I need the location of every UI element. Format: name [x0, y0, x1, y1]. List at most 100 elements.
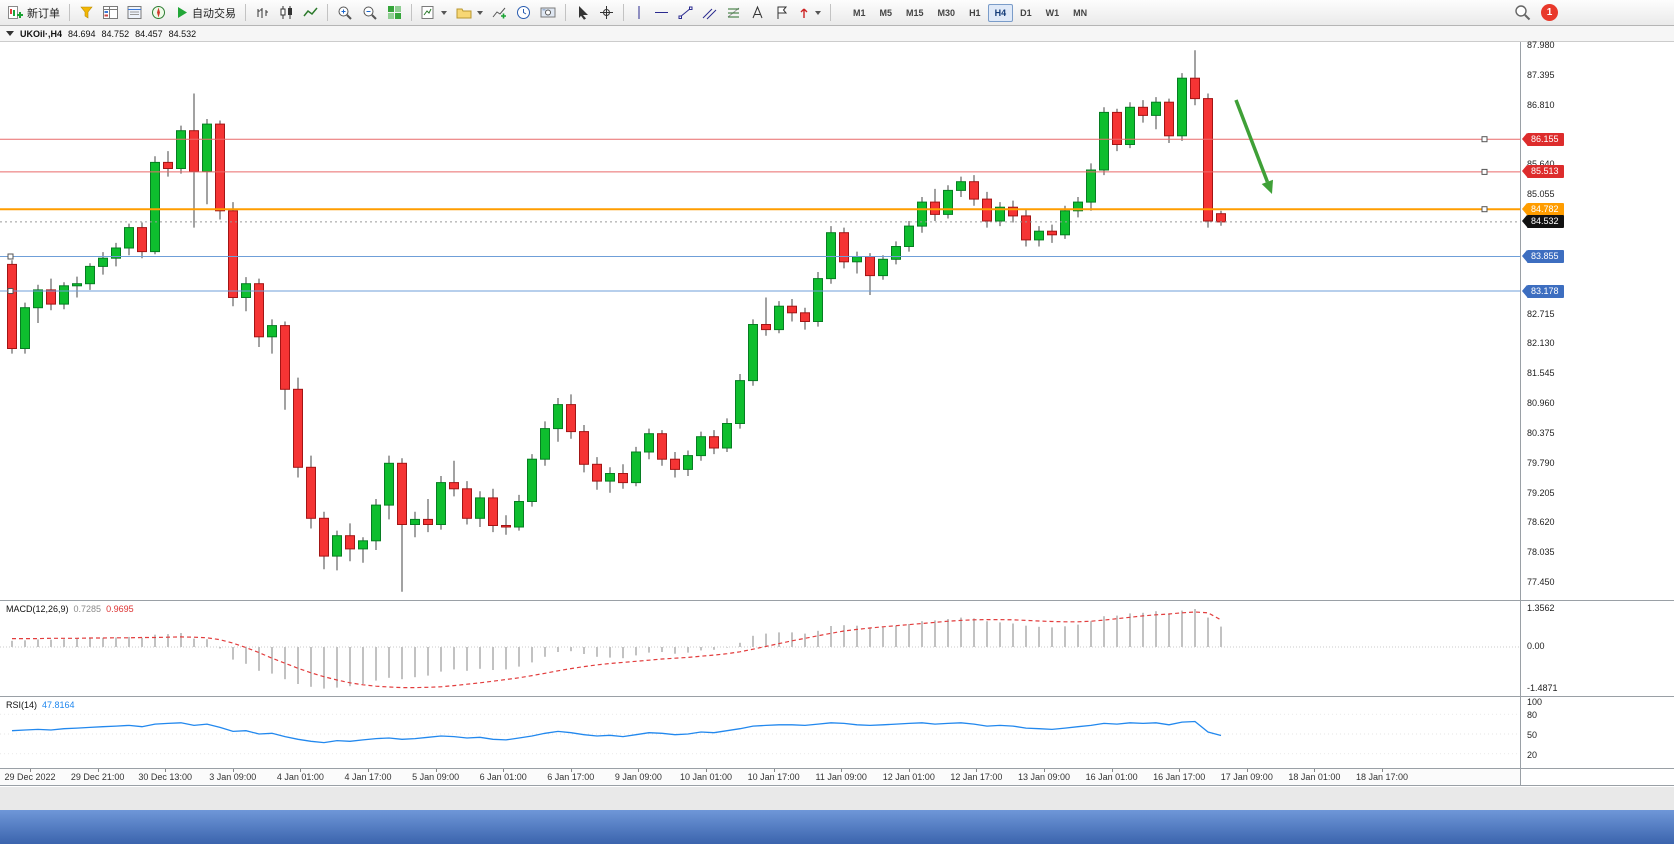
time-tick — [638, 769, 640, 772]
candle-body — [163, 161, 173, 170]
badge-notch — [1522, 132, 1527, 145]
navigator-button[interactable] — [147, 2, 170, 24]
new-order-button[interactable]: 新订单 — [4, 2, 64, 24]
timeframe-H4[interactable]: H4 — [987, 3, 1014, 22]
time-axis-label: 29 Dec 21:00 — [70, 772, 125, 782]
zoom-out-button[interactable] — [358, 2, 382, 24]
time-axis-label: 16 Jan 17:00 — [1153, 772, 1206, 782]
candle-body — [540, 428, 550, 460]
candle-body — [1164, 101, 1174, 137]
chevron-down-icon — [815, 10, 821, 15]
funnel-button[interactable] — [75, 2, 98, 24]
timeframe-W1[interactable]: W1 — [1045, 7, 1060, 18]
market-watch-button[interactable] — [99, 2, 122, 24]
candle-body — [1060, 210, 1070, 236]
cursor-button[interactable] — [571, 2, 594, 24]
line-handle[interactable] — [1481, 168, 1488, 175]
time-tick — [435, 769, 437, 772]
timeframe-MN[interactable]: MN — [1073, 7, 1088, 18]
timeframe-M30[interactable]: M30 — [937, 7, 956, 18]
price-axis[interactable]: 87.980 87.395 86.810 85.640 85.055 82.715 82.1… — [1521, 0, 1674, 844]
price-line-badge[interactable]: 83.855 — [1522, 250, 1564, 263]
price-line-badge[interactable]: 84.782 — [1522, 202, 1564, 216]
notification-badge[interactable]: 1 — [1541, 4, 1558, 21]
candle-body — [1138, 106, 1148, 116]
panel-divider[interactable] — [0, 600, 1674, 601]
candle-body — [33, 289, 43, 309]
time-tick — [232, 769, 234, 772]
autotrading-button[interactable]: 自动交易 — [171, 2, 240, 24]
candlestick-button[interactable] — [275, 2, 298, 24]
zoom-out-icon — [363, 6, 377, 20]
channel-button[interactable] — [698, 2, 721, 24]
candle-body — [254, 283, 264, 338]
timeframe-M1[interactable]: M1 — [853, 7, 866, 18]
toolbar-separator — [565, 4, 566, 21]
text-button[interactable] — [746, 2, 769, 24]
arrows-button[interactable] — [794, 2, 825, 24]
candle-body — [644, 433, 654, 453]
timeframe-M15[interactable]: M15 — [906, 7, 924, 18]
line-handle[interactable] — [7, 253, 14, 260]
auto-scroll-button[interactable] — [512, 2, 535, 24]
candle-body — [423, 518, 433, 525]
price-line-badge[interactable]: 83.178 — [1522, 284, 1564, 298]
new-chart-button[interactable] — [417, 2, 451, 24]
candle-body — [553, 404, 563, 430]
time-tick — [97, 769, 99, 772]
chart-open-value: 84.694 — [68, 28, 96, 39]
macd-axis-label: -1.4871 — [1527, 682, 1558, 693]
price-line-badge[interactable]: 84.532 — [1522, 215, 1564, 229]
trend-arrow[interactable] — [1234, 99, 1270, 183]
candle-body — [72, 283, 82, 287]
line-handle[interactable] — [1481, 136, 1488, 143]
bar-chart-button[interactable] — [251, 2, 274, 24]
price-axis-label: 79.790 — [1527, 457, 1555, 468]
collapse-icon[interactable] — [6, 31, 14, 36]
line-handle[interactable] — [1481, 206, 1488, 213]
fibonacci-button[interactable] — [722, 2, 745, 24]
vertical-line-button[interactable] — [629, 2, 649, 24]
timeframe-H1[interactable]: H1 — [969, 7, 981, 18]
time-axis-label: 29 Dec 2022 — [4, 772, 56, 782]
candle-body — [1125, 106, 1135, 146]
crosshair-button[interactable] — [595, 2, 618, 24]
candle-body — [475, 497, 485, 519]
tile-windows-button[interactable] — [383, 2, 406, 24]
main-chart-canvas[interactable] — [0, 42, 1520, 600]
price-axis-label: 87.980 — [1527, 40, 1555, 51]
candle-body — [1190, 77, 1200, 100]
candle-body — [1099, 111, 1109, 171]
candle-body — [98, 257, 108, 267]
profiles-button[interactable] — [452, 2, 487, 24]
screenshot-button[interactable] — [536, 2, 560, 24]
horizontal-line-button[interactable] — [650, 2, 673, 24]
time-axis[interactable]: 29 Dec 2022 29 Dec 21:00 30 Dec 13:00 3 Jan… — [0, 769, 1520, 785]
panel-divider[interactable] — [0, 696, 1674, 697]
price-axis-label: 80.960 — [1527, 398, 1555, 409]
timeframe-D1[interactable]: D1 — [1020, 7, 1032, 18]
arrows-icon — [800, 8, 808, 18]
candle-body — [1034, 230, 1044, 241]
badge-notch — [1522, 284, 1527, 297]
candle-body — [280, 325, 290, 390]
line-chart-button[interactable] — [299, 2, 322, 24]
label-button[interactable] — [770, 2, 793, 24]
macd-canvas[interactable] — [0, 601, 1520, 696]
profiles-icon — [456, 8, 472, 19]
trendline-button[interactable] — [674, 2, 697, 24]
timeframe-M5[interactable]: M5 — [879, 7, 893, 18]
panel-divider — [0, 768, 1674, 769]
search-icon[interactable] — [1514, 4, 1531, 21]
data-window-button[interactable] — [123, 2, 146, 24]
indicators-button[interactable] — [488, 2, 511, 24]
price-axis-label: 85.640 — [1527, 159, 1555, 170]
price-line-badge[interactable]: 86.155 — [1522, 132, 1564, 146]
time-tick — [773, 769, 775, 772]
zoom-in-button[interactable] — [333, 2, 357, 24]
rsi-canvas[interactable] — [0, 697, 1520, 768]
new-chart-icon — [421, 6, 434, 19]
line-handle[interactable] — [7, 288, 14, 294]
price-axis-label: 86.810 — [1527, 99, 1555, 110]
price-line-badge[interactable]: 85.513 — [1522, 165, 1564, 179]
